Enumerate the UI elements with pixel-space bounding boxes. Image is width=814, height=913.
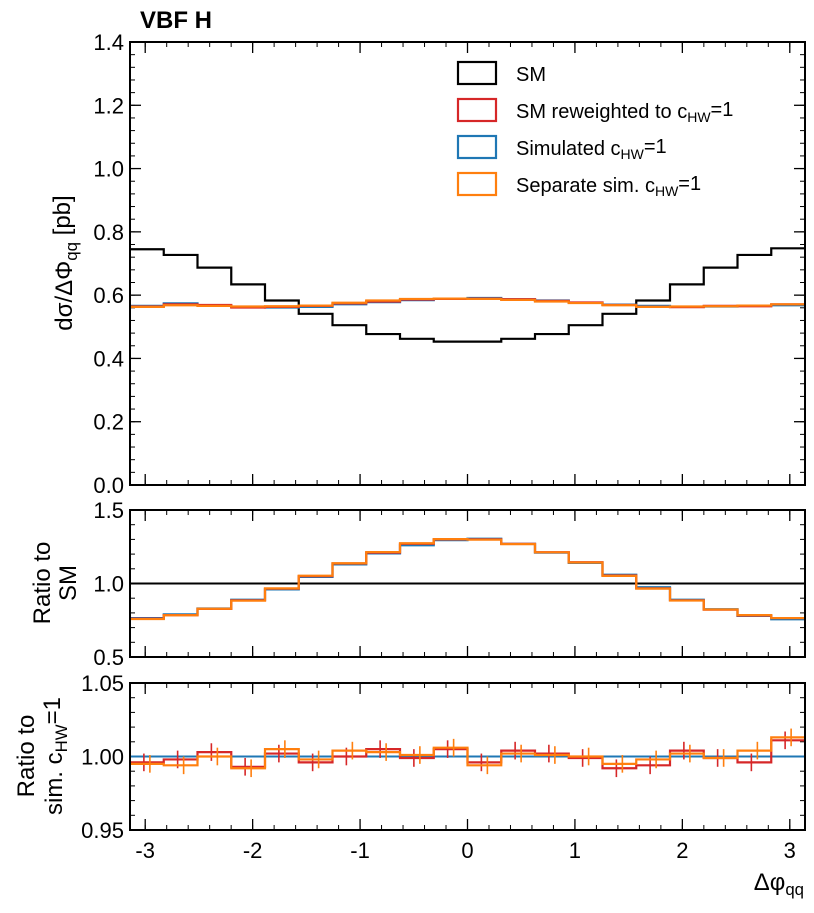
frame-ratio_sim	[129, 682, 806, 831]
y-tick-label: 0.2	[93, 410, 124, 435]
series-main-SM	[130, 247, 805, 343]
legend-label-Separate: Separate sim. cHW=1	[516, 173, 701, 199]
frame-main	[129, 41, 806, 486]
x-tick-label: 1	[569, 838, 581, 863]
y-tick-label: 1.4	[93, 30, 124, 55]
x-axis-label: Δφqq	[754, 869, 804, 899]
x-tick-label: -1	[350, 838, 370, 863]
y-axis-label-ratio-sim-line1: Ratio to	[13, 715, 40, 798]
legend-label-SM_reweighted: SM reweighted to cHW=1	[516, 99, 733, 125]
y-tick-label: 0.8	[93, 220, 124, 245]
y-tick-label: 0.4	[93, 346, 124, 371]
y-axis-label-main: dσ/ΔΦqq [pb]	[49, 195, 81, 330]
y-tick-label: 1.0	[93, 572, 124, 597]
y-tick-label: 1.05	[81, 671, 124, 696]
frame-ratio_sm	[129, 509, 806, 658]
y-tick-label: 0.95	[81, 818, 124, 843]
series-group-ratio_sm	[130, 537, 805, 621]
legend-label-Simulated: Simulated cHW=1	[516, 136, 667, 162]
series-ratio_sim-Separate	[130, 736, 805, 770]
series-main-Separate	[130, 297, 805, 308]
y-tick-label: 1.0	[93, 157, 124, 182]
x-tick-label: 3	[784, 838, 796, 863]
x-tick-label: -2	[243, 838, 263, 863]
y-tick-label: 1.2	[93, 93, 124, 118]
y-tick-label: 0.0	[93, 473, 124, 498]
legend-swatch-SM_reweighted	[456, 97, 498, 123]
x-tick-labels: -3 -2 -1 0 1 2 3	[135, 838, 795, 863]
legend-swatch-Simulated	[456, 134, 498, 160]
chart-title: VBF H	[140, 7, 212, 34]
legend-swatch-Separate	[456, 171, 498, 197]
y-tick-label: 1.5	[93, 498, 124, 523]
y-tick-label: 1.00	[81, 745, 124, 770]
x-tick-label: 0	[461, 838, 473, 863]
legend: SM SM reweighted to cHW=1 Simulated cHW=1 S…	[456, 60, 733, 199]
y-axis-label-ratio-sim-line2: sim. cHW=1	[39, 697, 71, 815]
series-group-ratio_sim	[130, 728, 805, 778]
y-tick-label: 0.5	[93, 645, 124, 670]
y-axis-label-ratio-sm-line1: Ratio to	[29, 542, 56, 625]
y-axis-label-ratio-sm-line2: SM	[55, 565, 82, 601]
y-tick-label: 0.6	[93, 283, 124, 308]
series-ratio_sm-Separate	[130, 538, 805, 621]
legend-label-SM: SM	[516, 64, 546, 86]
panel-ratio_sim: 0.95 1.00 1.05 Ratio to sim. cHW=1	[13, 671, 806, 843]
legend-swatch-SM	[456, 60, 498, 86]
series-group-main	[130, 247, 805, 343]
panel-main: 0.0 0.2 0.4 0.6 0.8 1.0 1.2 1.4 dσ/ΔΦqq [pb]	[49, 30, 806, 498]
x-tick-label: 2	[676, 838, 688, 863]
panel-ratio_sm: 0.5 1.0 1.5 Ratio to SM	[29, 498, 806, 670]
x-tick-label: -3	[135, 838, 155, 863]
